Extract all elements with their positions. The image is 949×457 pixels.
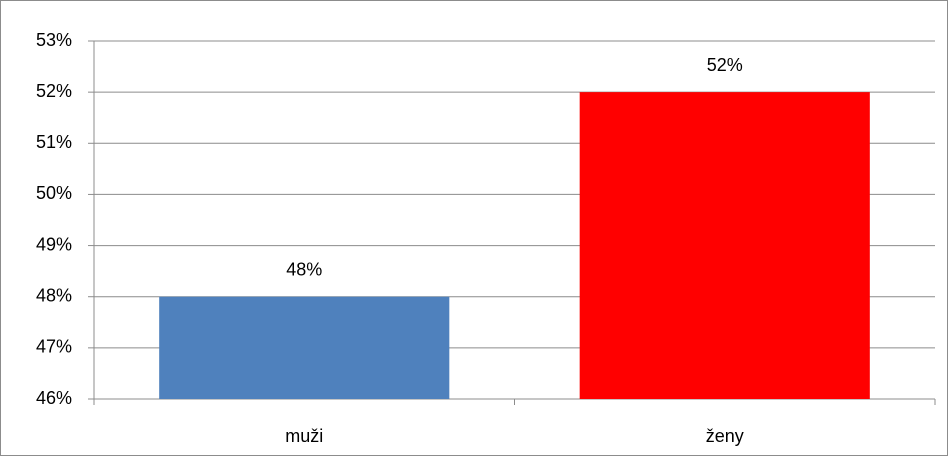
y-tick-label: 50% bbox=[36, 183, 72, 203]
data-label: 52% bbox=[707, 55, 743, 75]
x-tick-label: muži bbox=[285, 426, 323, 446]
bar bbox=[579, 92, 870, 400]
y-tick-label: 51% bbox=[36, 132, 72, 152]
bar bbox=[159, 296, 450, 399]
data-label: 48% bbox=[286, 259, 322, 279]
y-tick-label: 48% bbox=[36, 285, 72, 305]
y-tick-label: 49% bbox=[36, 234, 72, 254]
y-tick-label: 52% bbox=[36, 81, 72, 101]
y-tick-label: 47% bbox=[36, 337, 72, 357]
y-tick-label: 53% bbox=[36, 30, 72, 50]
y-tick-label: 46% bbox=[36, 388, 72, 408]
x-tick-label: ženy bbox=[706, 426, 744, 446]
